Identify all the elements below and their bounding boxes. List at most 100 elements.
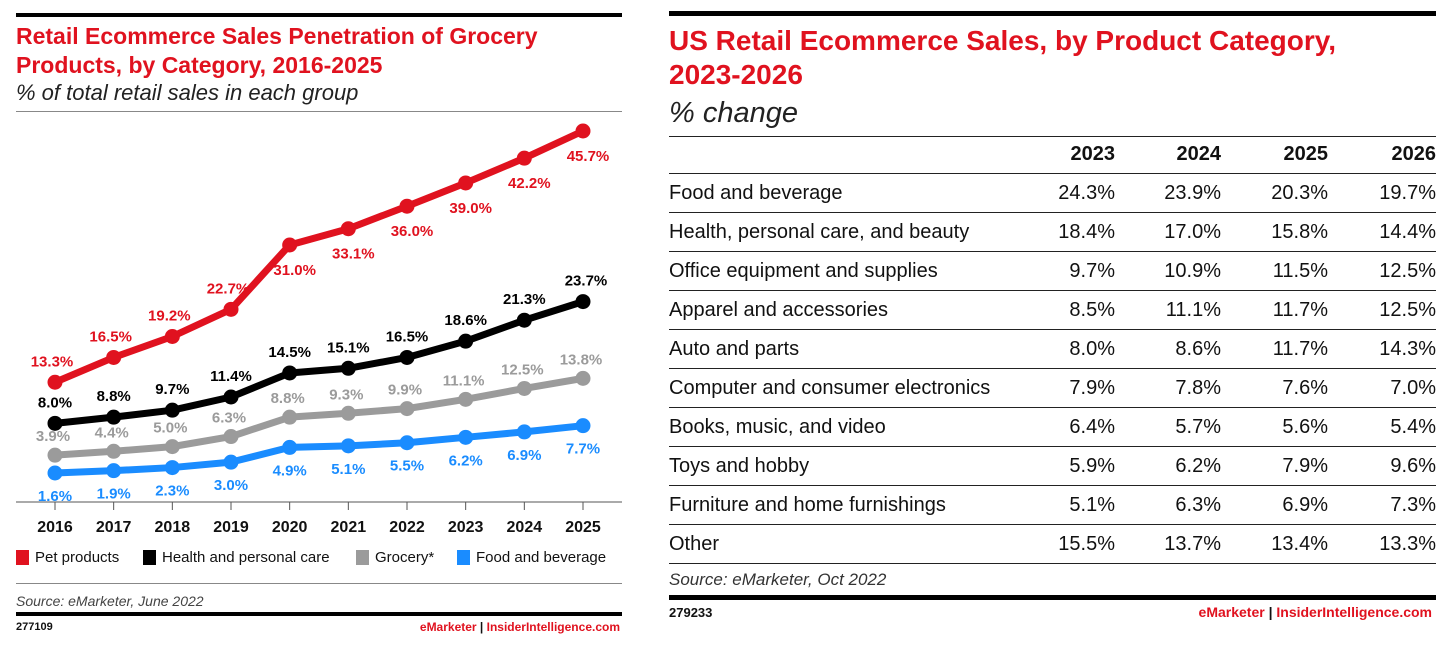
x-tick-label: 2021 — [331, 519, 367, 536]
data-point — [458, 175, 474, 191]
data-label: 6.9% — [507, 447, 541, 464]
data-label: 16.5% — [89, 328, 132, 345]
x-tick-label: 2019 — [213, 519, 249, 536]
table-cell: 11.7% — [1221, 290, 1328, 330]
table-row: Computer and consumer electronics 7.9% 7.8… — [669, 368, 1436, 408]
legend-swatch — [16, 550, 29, 565]
data-label: 8.8% — [97, 388, 131, 405]
table-cell: 13.3% — [1328, 524, 1436, 564]
table-row: Other 15.5% 13.7% 13.4% 13.3% — [669, 524, 1436, 564]
data-label: 4.4% — [95, 424, 129, 441]
column-header: 2026 — [1328, 135, 1436, 174]
data-point — [399, 401, 415, 417]
left-chart-id: 277109 — [16, 621, 53, 633]
legend-item: Grocery* — [356, 549, 434, 566]
legend-item: Food and beverage — [457, 549, 606, 566]
data-point — [282, 365, 298, 381]
legend-label: Grocery* — [375, 549, 435, 566]
data-point — [575, 370, 591, 386]
row-category: Apparel and accessories — [669, 290, 1049, 330]
table-row: Books, music, and video 6.4% 5.7% 5.6% 5.4% — [669, 407, 1436, 447]
table-cell: 8.5% — [1049, 290, 1115, 330]
table-cell: 20.3% — [1221, 173, 1328, 213]
data-point — [164, 439, 180, 455]
data-label: 13.8% — [560, 351, 603, 368]
data-label: 11.1% — [443, 372, 485, 389]
data-label: 6.3% — [212, 410, 246, 427]
table-cell: 17.0% — [1115, 212, 1221, 252]
data-point — [164, 460, 180, 476]
bottom-bar-right — [669, 595, 1436, 600]
data-point — [575, 294, 591, 310]
data-label: 8.0% — [38, 394, 72, 411]
x-tick-label: 2023 — [448, 519, 484, 536]
row-category: Other — [669, 524, 1049, 564]
table-cell: 7.6% — [1221, 368, 1328, 408]
row-category: Books, music, and video — [669, 407, 1049, 447]
series-line-1 — [54, 298, 585, 427]
legend-swatch — [356, 550, 369, 565]
data-label: 9.9% — [388, 382, 422, 399]
data-point — [516, 312, 532, 328]
data-label: 19.2% — [148, 308, 191, 325]
data-label: 22.7% — [207, 280, 250, 297]
data-point — [47, 374, 63, 390]
table-cell: 6.4% — [1049, 407, 1115, 447]
data-label: 12.5% — [501, 361, 544, 378]
table-cell: 11.7% — [1221, 329, 1328, 369]
title-line-1: US Retail Ecommerce Sales, by Product Ca… — [669, 25, 1337, 56]
column-header: 2025 — [1221, 135, 1328, 174]
table-cell: 8.0% — [1049, 329, 1115, 369]
data-point — [106, 443, 122, 459]
table-cell: 9.7% — [1049, 251, 1115, 291]
data-label: 4.9% — [273, 462, 307, 479]
data-point — [516, 424, 532, 440]
table-cell: 6.2% — [1115, 446, 1221, 486]
footer-site-link[interactable]: InsiderIntelligence.com — [486, 620, 620, 634]
data-label: 3.0% — [214, 477, 248, 494]
left-footer: eMarketer | InsiderIntelligence.com — [419, 620, 620, 634]
table-cell: 11.1% — [1115, 290, 1221, 330]
row-category: Computer and consumer electronics — [669, 368, 1049, 408]
table-cell: 5.4% — [1328, 407, 1436, 447]
data-point — [458, 429, 474, 445]
legend-label: Pet products — [35, 549, 120, 566]
table-cell: 5.6% — [1221, 407, 1328, 447]
table-cell: 11.5% — [1221, 251, 1328, 291]
column-header: 2024 — [1115, 135, 1221, 174]
data-label: 13.3% — [31, 353, 74, 370]
left-subtitle-rule — [16, 111, 622, 112]
legend-label: Food and beverage — [476, 549, 607, 566]
row-category: Office equipment and supplies — [669, 251, 1049, 291]
table-cell: 7.8% — [1115, 368, 1221, 408]
series-line-0 — [53, 127, 585, 386]
table-cell: 7.3% — [1328, 485, 1436, 525]
data-point — [516, 380, 532, 396]
left-chart-title: Retail Ecommerce Sales Penetration of Gr… — [16, 23, 538, 78]
table-cell: 24.3% — [1049, 173, 1115, 213]
footer-site-link[interactable]: InsiderIntelligence.com — [1276, 604, 1432, 620]
data-label: 21.3% — [503, 291, 546, 308]
data-point — [106, 463, 122, 479]
x-tick-label: 2020 — [272, 519, 308, 536]
data-label: 31.0% — [273, 262, 316, 279]
data-point — [340, 221, 356, 237]
legend-swatch — [457, 550, 470, 565]
data-label: 39.0% — [449, 200, 492, 217]
data-point — [399, 198, 415, 214]
table-cell: 18.4% — [1049, 212, 1115, 252]
left-source: Source: eMarketer, June 2022 — [16, 593, 204, 609]
data-point — [47, 447, 63, 463]
row-category: Furniture and home furnishings — [669, 485, 1049, 525]
data-point — [340, 438, 356, 454]
table-cell: 12.5% — [1328, 251, 1436, 291]
top-bar-left — [16, 13, 622, 17]
data-point — [516, 150, 532, 166]
data-point — [282, 439, 298, 455]
data-point — [340, 405, 356, 421]
table-cell: 7.9% — [1049, 368, 1115, 408]
data-point — [340, 360, 356, 376]
data-point — [223, 389, 239, 405]
data-label: 15.1% — [327, 339, 370, 356]
table-row: Toys and hobby 5.9% 6.2% 7.9% 9.6% — [669, 446, 1436, 486]
